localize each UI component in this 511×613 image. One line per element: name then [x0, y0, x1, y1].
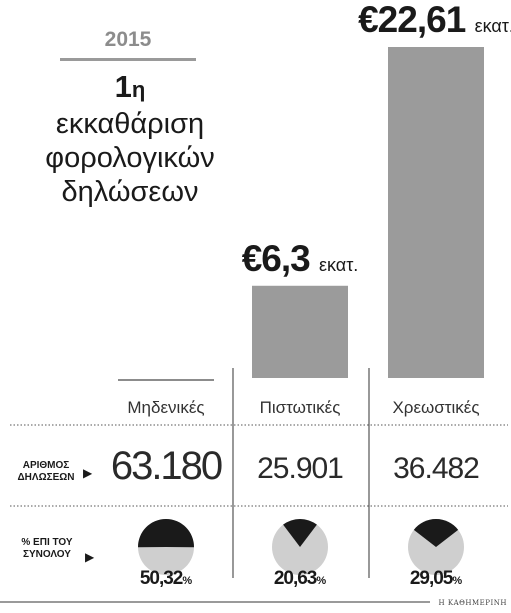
pie-slice-1 — [283, 519, 317, 547]
bar-value-number-2: €22,61 — [358, 0, 466, 40]
year-underline — [60, 58, 196, 61]
percent-label-2: 29,05% — [371, 568, 501, 590]
count-row-label: ΑΡΙΘΜΟΣ ΔΗΛΩΣΕΩΝ — [14, 460, 78, 484]
percent-number-2: 29,05 — [409, 568, 454, 589]
percent-row-label: % ΕΠΙ ΤΟΥ ΣΥΝΟΛΟΥ — [10, 537, 84, 561]
pies-group — [138, 519, 464, 575]
percent-label-1: 20,63% — [235, 568, 365, 590]
percent-unit-0: % — [182, 575, 193, 587]
count-row-label-line2: ΔΗΛΩΣΕΩΝ — [17, 472, 75, 483]
count-value-1: 25.901 — [257, 452, 344, 485]
percent-unit-1: % — [316, 575, 327, 587]
title-text: εκκαθάριση φορολογικών δηλώσεων — [45, 108, 215, 208]
pie-slice-0 — [138, 519, 194, 548]
percent-label-0: 50,32% — [101, 568, 231, 590]
bar-value-unit-1: εκατ. — [318, 254, 359, 275]
percent-number-0: 50,32 — [139, 568, 184, 589]
title-lead-suffix: η — [131, 77, 146, 102]
bar-value-label-1: €6,3 εκατ. — [210, 238, 390, 280]
percent-unit-2: % — [452, 575, 463, 587]
bar-value-label-2: €22,61 εκατ. — [346, 0, 511, 41]
bar-value-unit-2: εκατ. — [474, 16, 511, 36]
category-label-χρεωστικές: Χρεωστικές — [392, 398, 480, 417]
percent-row-arrow-icon: ▶ — [85, 550, 95, 564]
year-label: 2015 — [104, 28, 152, 51]
percent-number-1: 20,63 — [273, 568, 318, 589]
count-row-arrow-icon: ▶ — [83, 466, 93, 480]
title-lead-number: 1 — [114, 69, 132, 104]
category-label-πιστωτικές: Πιστωτικές — [259, 398, 341, 417]
bar-value-number-1: €6,3 — [241, 237, 311, 279]
pie-slice-2 — [413, 519, 459, 547]
bar-2 — [388, 47, 484, 378]
count-value-0: 63.180 — [110, 444, 223, 488]
source-credit: Η ΚΑΘΗΜΕΡΙΝΗ — [438, 599, 507, 607]
bar-1 — [252, 285, 348, 378]
title-lead: 1η — [20, 70, 240, 107]
chart-title: 1η εκκαθάριση φορολογικών δηλώσεων — [20, 70, 240, 209]
count-row-label-line1: ΑΡΙΘΜΟΣ — [22, 460, 70, 471]
count-value-2: 36.482 — [393, 452, 480, 485]
percent-row-label-line2: ΣΥΝΟΛΟΥ — [23, 549, 71, 560]
category-label-μηδενικές: Μηδενικές — [127, 398, 205, 417]
percent-row-label-line1: % ΕΠΙ ΤΟΥ — [21, 537, 73, 548]
bars-group — [252, 47, 484, 378]
